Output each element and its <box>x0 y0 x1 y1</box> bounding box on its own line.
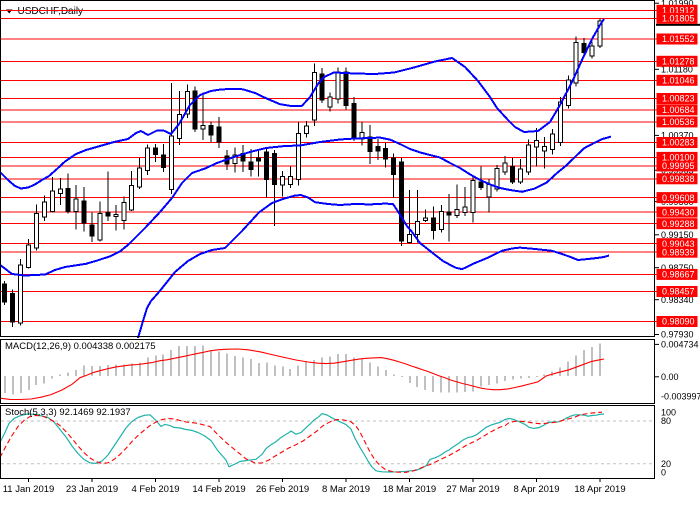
svg-text:1.00370: 1.00370 <box>661 131 694 141</box>
svg-text:MACD(12,26,9) 0.004338 0.00217: MACD(12,26,9) 0.004338 0.002175 <box>5 341 156 352</box>
svg-text:1.01180: 1.01180 <box>661 65 693 75</box>
svg-text:0.99995: 0.99995 <box>662 161 695 171</box>
svg-text:23 Jan 2019: 23 Jan 2019 <box>66 484 118 495</box>
svg-text:0.97930: 0.97930 <box>661 330 694 340</box>
svg-text:14 Feb 2019: 14 Feb 2019 <box>192 484 245 495</box>
svg-text:1.01805: 1.01805 <box>662 14 695 24</box>
svg-text:0.98090: 0.98090 <box>662 317 695 327</box>
svg-text:1.01990: 1.01990 <box>661 0 694 8</box>
svg-text:0.98667: 0.98667 <box>662 270 695 280</box>
svg-text:0.98340: 0.98340 <box>661 295 694 305</box>
svg-text:18 Apr 2019: 18 Apr 2019 <box>574 484 625 495</box>
svg-text:0.98750: 0.98750 <box>661 263 694 273</box>
svg-text:Stoch(5,3,3) 92.1469 92.1937: Stoch(5,3,3) 92.1469 92.1937 <box>5 407 131 418</box>
svg-text:0.98939: 0.98939 <box>662 247 695 257</box>
svg-text:26 Feb 2019: 26 Feb 2019 <box>256 484 309 495</box>
svg-text:8 Apr 2019: 8 Apr 2019 <box>514 484 560 495</box>
svg-text:0: 0 <box>661 468 666 478</box>
svg-text:27 Mar 2019: 27 Mar 2019 <box>446 484 499 495</box>
svg-text:18 Mar 2019: 18 Mar 2019 <box>383 484 436 495</box>
svg-text:1.00100: 1.00100 <box>662 153 695 163</box>
svg-text:80: 80 <box>661 416 671 426</box>
svg-text:1.00536: 1.00536 <box>662 117 695 127</box>
svg-text:4 Feb 2019: 4 Feb 2019 <box>131 484 179 495</box>
svg-text:1.01912: 1.01912 <box>662 6 695 16</box>
svg-text:0.004734: 0.004734 <box>661 340 699 350</box>
svg-text:0.00: 0.00 <box>661 372 679 382</box>
svg-text:1.01552: 1.01552 <box>662 34 695 44</box>
svg-text:0.99043: 0.99043 <box>662 239 695 249</box>
svg-text:-0.003997: -0.003997 <box>661 392 700 402</box>
svg-text:0.98457: 0.98457 <box>662 287 695 297</box>
svg-text:1.00283: 1.00283 <box>662 138 695 148</box>
svg-text:20: 20 <box>661 459 671 469</box>
svg-text:8 Mar 2019: 8 Mar 2019 <box>322 484 370 495</box>
svg-text:0.99838: 0.99838 <box>662 174 695 184</box>
svg-text:USDCHF,Daily: USDCHF,Daily <box>18 6 84 17</box>
svg-text:11 Jan 2019: 11 Jan 2019 <box>3 484 55 495</box>
svg-text:1.00823: 1.00823 <box>662 94 695 104</box>
svg-text:0.99150: 0.99150 <box>661 230 694 240</box>
svg-text:100: 100 <box>661 408 676 418</box>
svg-text:0.99288: 0.99288 <box>662 219 695 229</box>
svg-text:1.01046: 1.01046 <box>662 76 695 86</box>
svg-text:0.99430: 0.99430 <box>662 207 695 217</box>
svg-text:0.99608: 0.99608 <box>662 193 695 203</box>
svg-text:1.01278: 1.01278 <box>662 57 695 67</box>
svg-text:1.00684: 1.00684 <box>662 105 695 115</box>
